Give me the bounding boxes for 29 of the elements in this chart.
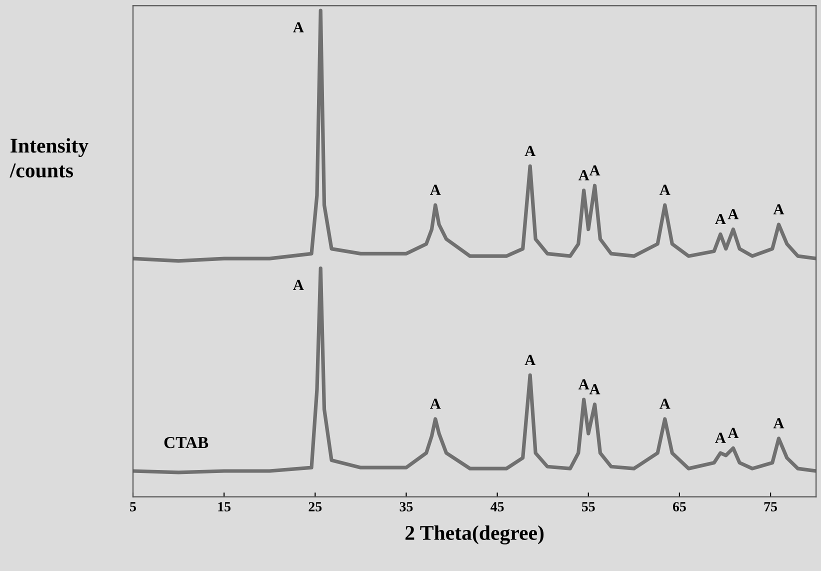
y-axis-title: Intensity /counts: [10, 138, 88, 178]
x-tick-label: 65: [672, 502, 686, 512]
annotation: A: [524, 146, 536, 156]
annotation: A: [430, 398, 441, 409]
x-tick-label: 55: [582, 502, 595, 512]
annotation: A: [728, 428, 739, 438]
annotation: A: [773, 418, 784, 428]
annotation: A: [773, 204, 784, 214]
annotation: A: [728, 209, 739, 220]
annotation: A: [578, 379, 590, 390]
x-tick-label: 25: [308, 502, 322, 512]
annotation: A: [524, 354, 536, 366]
x-tick-label: 35: [400, 502, 413, 512]
annotation: A: [660, 184, 670, 195]
annotation: A: [660, 398, 670, 409]
annotation: A: [589, 384, 600, 394]
annotation: A: [715, 432, 726, 443]
annotation: A: [715, 214, 726, 224]
series-label: CTAB: [164, 436, 208, 448]
annotation: A: [578, 170, 590, 180]
x-tick-label: 15: [218, 502, 231, 512]
x-tick-label: 5: [130, 502, 136, 512]
x-tick-label: 75: [764, 502, 777, 512]
annotation: A: [430, 184, 441, 195]
annotation: A: [589, 165, 600, 176]
x-axis-title: 2 Theta(degree): [405, 525, 544, 544]
annotation: A: [293, 280, 304, 290]
x-tick-label: 45: [490, 502, 504, 512]
annotation: A: [293, 22, 304, 32]
